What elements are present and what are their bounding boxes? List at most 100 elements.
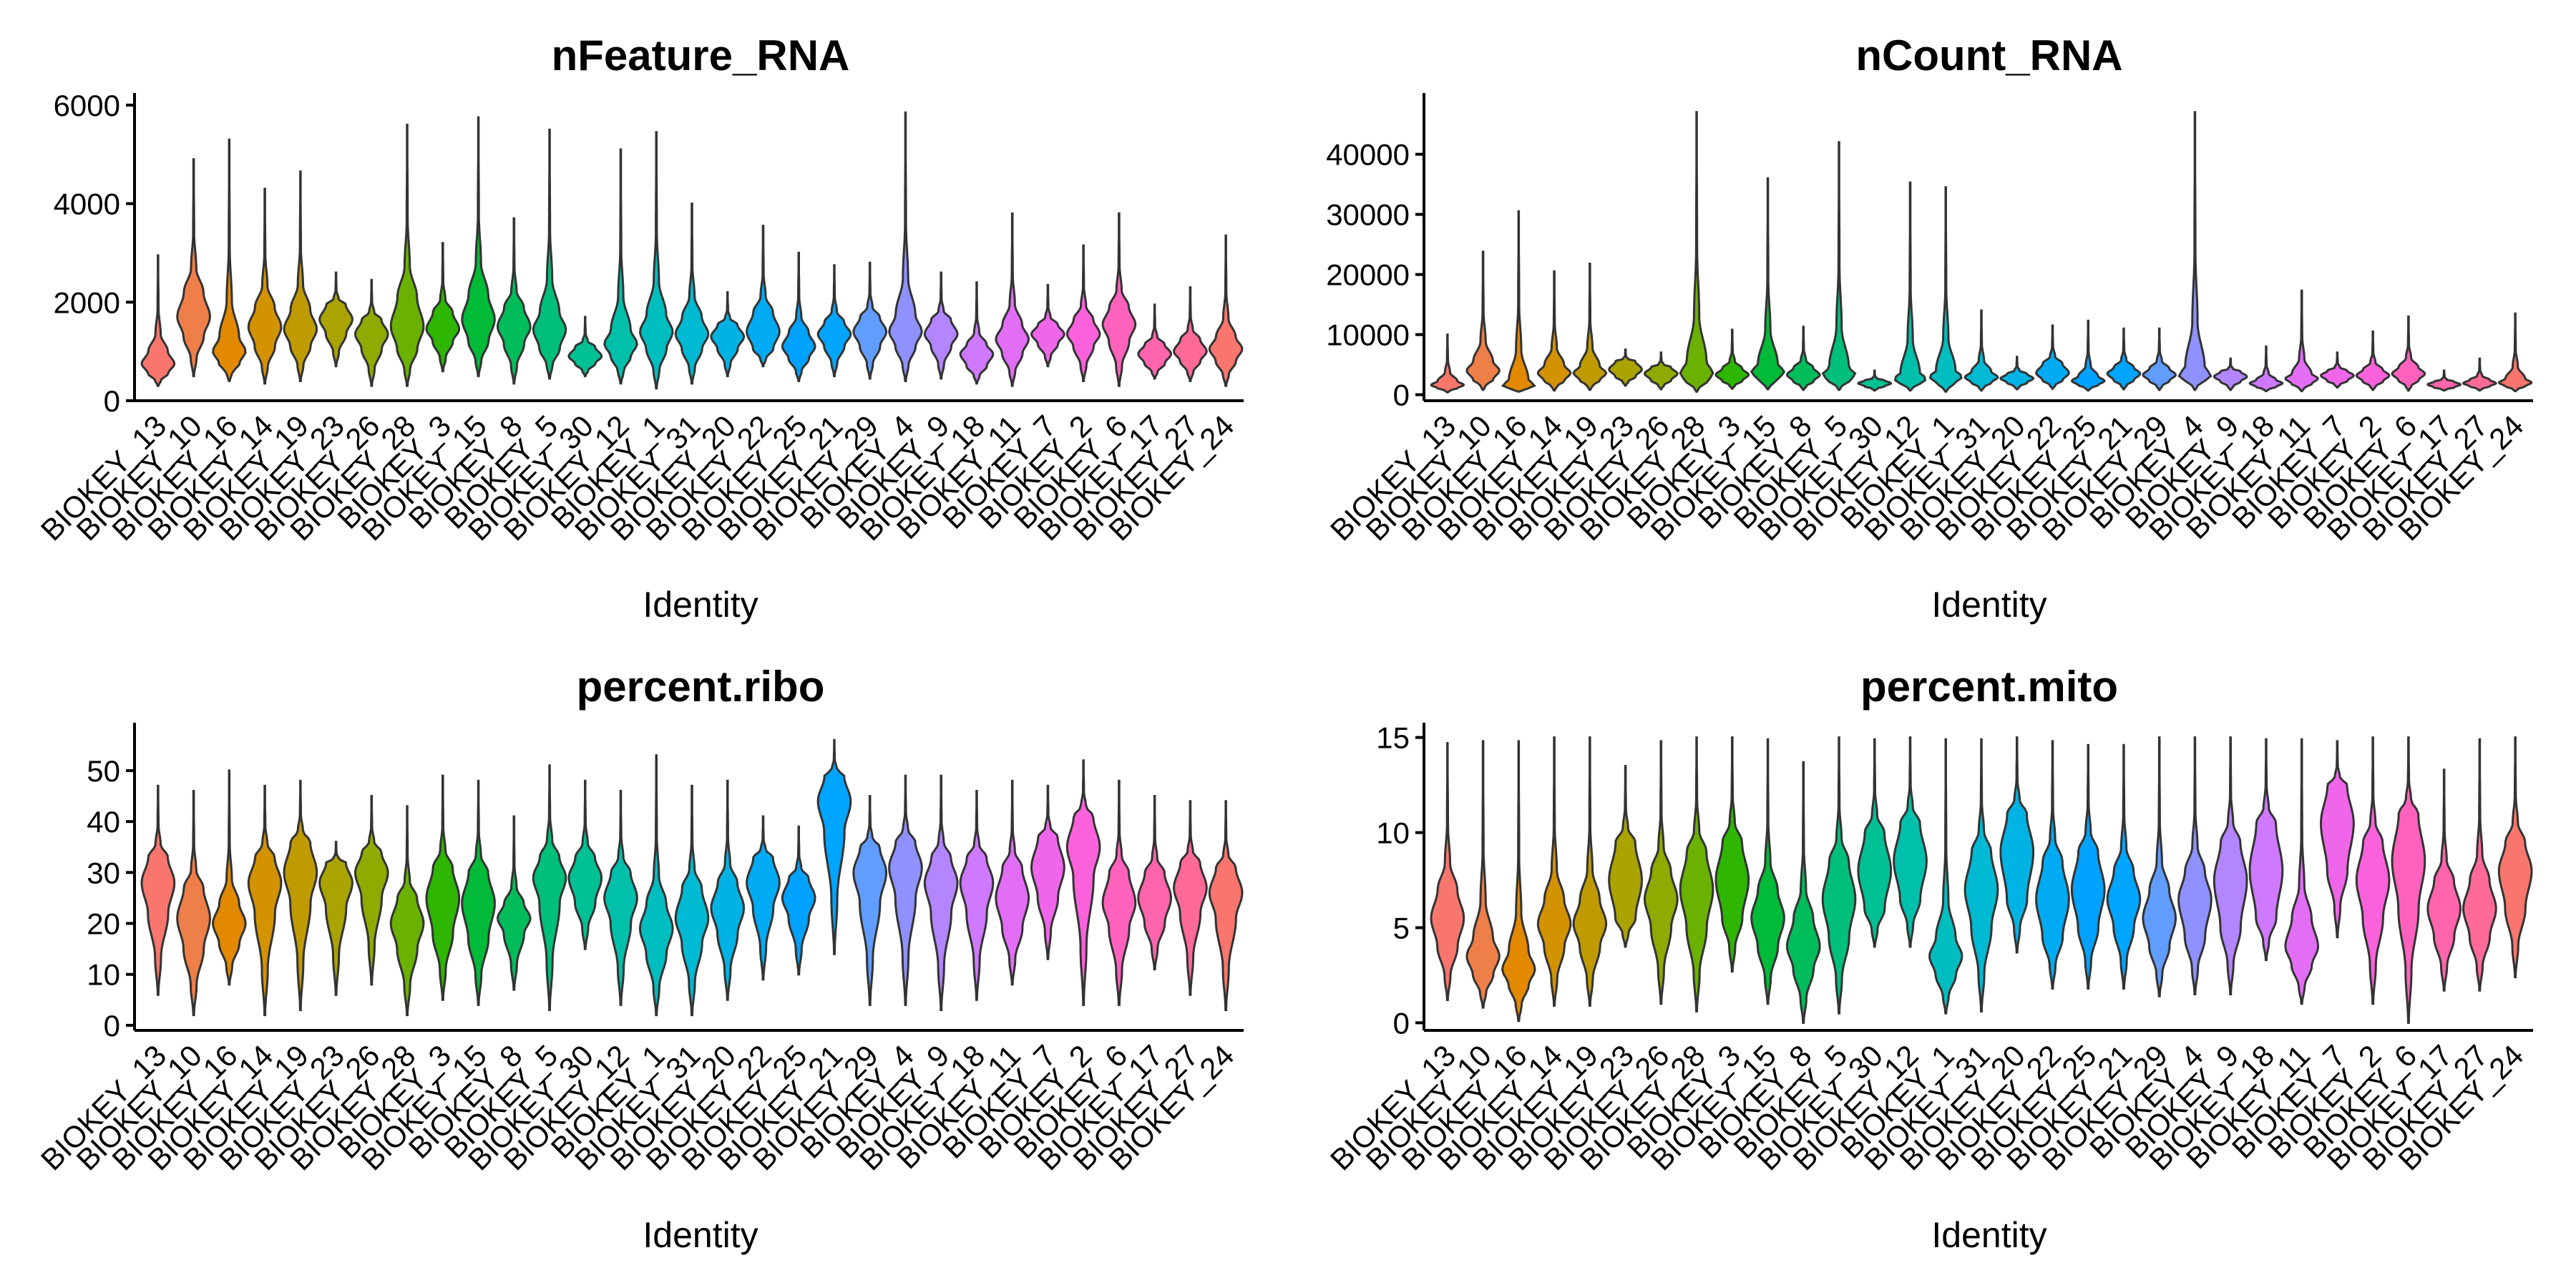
violin-biokey-27 [2462, 738, 2497, 992]
panel-percent-mito: percent.mito Identity 0 5 10 15 BIOKEY_13BIO… [1324, 663, 2533, 1255]
violin-biokey-10 [176, 789, 212, 1017]
violin-biokey-3 [425, 242, 461, 373]
violin-biokey-29 [852, 795, 888, 1006]
violin-biokey-25 [781, 251, 816, 382]
violin-biokey-23 [318, 841, 354, 996]
violin-biokey-15 [1750, 738, 1785, 1005]
violin-biokey-14 [1536, 270, 1572, 392]
violin-biokey-19 [283, 170, 318, 382]
violin-biokey-25 [2070, 743, 2106, 990]
violin-biokey-4 [888, 111, 923, 382]
violin-biokey-4 [2177, 736, 2212, 995]
violin-biokey-12 [1893, 736, 1928, 948]
violin-biokey-18 [2248, 738, 2284, 962]
axes: 0 5 10 15 [1376, 721, 2533, 1040]
violin-biokey-20 [1999, 356, 2035, 391]
violin-biokey-18 [2248, 345, 2284, 393]
violin-biokey-30 [567, 779, 603, 950]
violin-biokey-9 [2212, 736, 2248, 995]
y-tick-label: 20 [87, 907, 120, 941]
violin-biokey-3 [425, 774, 461, 1001]
y-tick-label: 4000 [54, 187, 120, 221]
x-axis-label: Identity [643, 1215, 758, 1255]
y-tick-label: 40000 [1326, 138, 1410, 172]
axes: 0 10000 20000 30000 40000 [1326, 93, 2533, 412]
x-axis-label: Identity [643, 585, 758, 625]
violin-biokey-15 [461, 116, 496, 378]
violin-biokey-11 [2284, 289, 2319, 393]
violin-biokey-24 [1208, 234, 1244, 387]
violin-biokey-6 [2391, 736, 2426, 1024]
violin-biokey-29 [852, 261, 888, 380]
y-tick-label: 5 [1393, 911, 1410, 945]
violins [1430, 736, 2533, 1024]
violin-biokey-24 [1208, 800, 1244, 1011]
violin-biokey-7 [2319, 740, 2355, 939]
violin-biokey-29 [2142, 327, 2177, 391]
violin-biokey-12 [603, 148, 638, 385]
violin-biokey-6 [1101, 212, 1137, 387]
violin-biokey-28 [389, 123, 425, 387]
panel-ncount-rna: nCount_RNA Identity 0 10000 20000 30000 4000… [1324, 31, 2533, 625]
violin-biokey-20 [1999, 736, 2035, 954]
violin-biokey-11 [2284, 738, 2320, 1005]
violin-biokey-14 [1536, 736, 1572, 1007]
violin-biokey-20 [710, 779, 746, 1001]
violin-biokey-19 [283, 779, 318, 1011]
violin-biokey-10 [1465, 250, 1501, 391]
violin-biokey-21 [2106, 327, 2142, 391]
y-tick-label: 6000 [54, 89, 120, 122]
violin-biokey-7 [1030, 283, 1065, 368]
y-tick-label: 10 [87, 958, 120, 992]
violin-biokey-16 [211, 769, 247, 986]
violin-biokey-26 [1644, 351, 1679, 391]
axes: 0 2000 4000 6000 [54, 89, 1244, 418]
violin-biokey-30 [567, 316, 603, 378]
y-tick-label: 20000 [1326, 258, 1410, 292]
violin-biokey-2 [2355, 330, 2391, 391]
violin-biokey-27 [1172, 800, 1208, 996]
violin-biokey-1 [638, 754, 674, 1017]
x-tick-labels: BIOKEY_13BIOKEY_10BIOKEY_16BIOKEY_14BIOK… [1324, 1038, 2530, 1176]
violin-biokey-28 [1679, 111, 1714, 393]
y-tick-label: 10 [1376, 816, 1410, 850]
violin-biokey-8 [496, 815, 532, 991]
violin-biokey-30 [1857, 738, 1893, 948]
violin-biokey-29 [2142, 736, 2177, 997]
panel-title: nCount_RNA [1855, 31, 2122, 79]
violin-biokey-17 [2426, 369, 2462, 392]
violin-biokey-4 [888, 774, 923, 1006]
violin-biokey-1 [638, 131, 674, 390]
panel-percent-ribo: percent.ribo Identity 0 10 20 30 40 50 BIOKEY_… [34, 663, 1244, 1255]
violin-biokey-11 [995, 212, 1030, 387]
violin-biokey-26 [353, 278, 389, 387]
violin-biokey-23 [1608, 348, 1644, 387]
violin-biokey-12 [1893, 181, 1927, 392]
violin-biokey-12 [603, 789, 638, 1006]
violin-biokey-21 [816, 738, 852, 955]
violin-biokey-13 [1430, 742, 1465, 1001]
y-tick-label: 30 [87, 856, 120, 889]
violin-biokey-5 [532, 764, 567, 1011]
violin-biokey-30 [1857, 369, 1893, 392]
violin-biokey-19 [1572, 736, 1608, 1007]
violin-biokey-7 [2320, 351, 2355, 389]
violin-biokey-22 [2035, 740, 2070, 990]
violin-biokey-9 [923, 271, 959, 380]
panel-title: nFeature_RNA [552, 31, 850, 79]
y-tick-label: 30000 [1326, 198, 1410, 232]
y-tick-label: 0 [1393, 1006, 1410, 1040]
violin-biokey-6 [1101, 779, 1137, 1006]
violin-biokey-16 [1501, 740, 1536, 1023]
axes: 0 10 20 30 40 50 [87, 723, 1244, 1043]
x-tick-labels: BIOKEY_13BIOKEY_10BIOKEY_16BIOKEY_14BIOK… [1324, 409, 2530, 547]
violin-biokey-27 [2462, 357, 2497, 392]
violin-biokey-13 [1430, 333, 1465, 394]
violin-biokey-1 [1928, 186, 1963, 393]
panel-nfeature-rna: nFeature_RNA Identity 0 2000 4000 6000 BIOKE… [34, 31, 1244, 625]
violin-biokey-18 [959, 789, 995, 1001]
violin-biokey-24 [2498, 312, 2533, 393]
violin-biokey-24 [2497, 736, 2533, 979]
violin-biokey-4 [2177, 111, 2212, 391]
